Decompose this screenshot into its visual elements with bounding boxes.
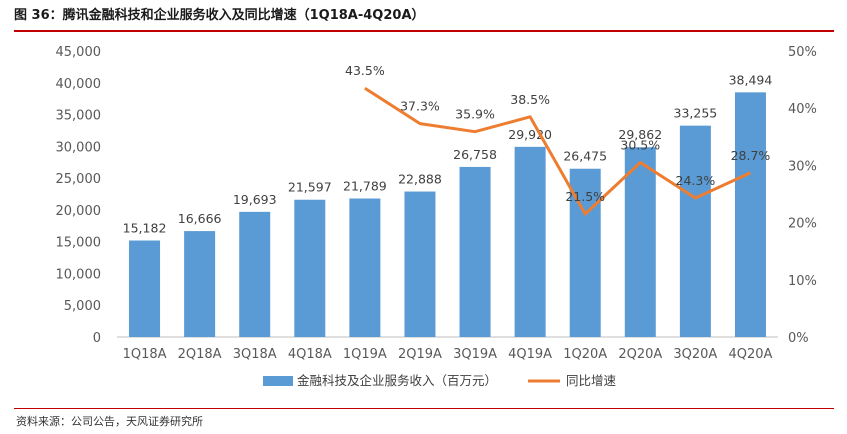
left-tick-label: 15,000	[56, 236, 102, 251]
line-value-label: 24.3%	[676, 173, 716, 188]
x-tick-label: 1Q19A	[343, 347, 387, 362]
x-tick-label: 3Q20A	[673, 347, 717, 362]
x-tick-label: 2Q19A	[398, 347, 442, 362]
x-tick-label: 3Q19A	[453, 347, 497, 362]
legend-bar-label: 金融科技及企业服务收入（百万元）	[297, 373, 497, 388]
right-tick-label: 20%	[788, 217, 817, 232]
line-value-label: 30.5%	[620, 138, 660, 153]
left-tick-label: 0	[93, 331, 101, 346]
legend-line-label: 同比增速	[566, 373, 617, 388]
x-tick-label: 4Q18A	[288, 347, 332, 362]
line-value-label: 28.7%	[731, 148, 771, 163]
bar	[679, 125, 711, 338]
x-tick-label: 4Q20A	[728, 347, 772, 362]
x-tick-labels: 1Q18A 2Q18A 3Q18A 4Q18A 1Q19A 2Q19A 3Q19A 4Q19A…	[123, 347, 773, 362]
bar	[514, 146, 546, 337]
line-value-label: 37.3%	[400, 99, 440, 114]
bar-value-label: 29,862	[618, 127, 662, 142]
bar-value-label: 19,693	[233, 192, 277, 207]
right-tick-label: 50%	[788, 45, 817, 60]
line-value-label: 43.5%	[345, 63, 385, 78]
right-axis: 0% 10% 20% 30% 40% 50%	[788, 45, 817, 346]
bar-value-label: 22,888	[398, 172, 442, 187]
bar	[404, 191, 436, 337]
line-value-label: 38.5%	[510, 92, 550, 107]
left-tick-label: 5,000	[64, 299, 101, 314]
x-tick-label: 1Q18A	[123, 347, 167, 362]
bar	[239, 211, 271, 337]
bar-value-label: 38,494	[729, 72, 773, 87]
bar-value-label: 26,758	[453, 147, 497, 162]
line-value-label: 21.5%	[565, 189, 605, 204]
x-tick-label: 3Q18A	[233, 347, 277, 362]
bar-value-label: 33,255	[674, 106, 718, 121]
left-tick-label: 35,000	[56, 109, 102, 124]
left-tick-label: 45,000	[56, 45, 102, 60]
x-tick-label: 1Q20A	[563, 347, 607, 362]
bar-value-labels: 15,182 16,666 19,693 21,597 21,789 22,888 26,7…	[123, 72, 773, 235]
bar	[349, 198, 381, 337]
left-axis: 0 5,000 10,000 15,000 20,000 25,000 30,000 35,0…	[56, 45, 102, 346]
bar	[294, 199, 326, 337]
bar	[624, 147, 656, 337]
legend-bar-swatch	[263, 376, 293, 386]
left-tick-label: 30,000	[56, 140, 102, 155]
line-value-label: 35.9%	[455, 107, 495, 122]
left-tick-label: 40,000	[56, 77, 102, 92]
bar-value-label: 26,475	[563, 149, 607, 164]
source-note: 资料来源：公司公告，天风证券研究所	[16, 415, 203, 428]
right-tick-label: 10%	[788, 274, 817, 289]
left-tick-label: 25,000	[56, 172, 102, 187]
bar-value-label: 29,920	[508, 127, 552, 142]
left-tick-label: 20,000	[56, 204, 102, 219]
x-tick-label: 2Q18A	[178, 347, 222, 362]
bar	[184, 231, 216, 337]
line-series	[364, 86, 752, 216]
left-tick-label: 10,000	[56, 267, 102, 282]
bar-value-label: 21,789	[343, 179, 387, 194]
bar-value-label: 21,597	[288, 180, 332, 195]
chart-title: 图 36：腾讯金融科技和企业服务收入及同比增速（1Q18A-4Q20A）	[14, 8, 425, 23]
bar	[459, 166, 491, 337]
line-value-labels: 43.5% 37.3% 35.9% 38.5% 21.5% 30.5% 24.3% 28.7%	[345, 63, 770, 204]
right-tick-label: 40%	[788, 102, 817, 117]
right-tick-label: 0%	[788, 331, 809, 346]
footer-rule	[14, 408, 834, 409]
bar-value-label: 15,182	[123, 221, 167, 236]
legend: 金融科技及企业服务收入（百万元） 同比增速	[263, 373, 617, 388]
x-tick-label: 2Q20A	[618, 347, 662, 362]
x-tick-label: 4Q19A	[508, 347, 552, 362]
growth-line	[364, 86, 752, 216]
right-tick-label: 30%	[788, 159, 817, 174]
bar	[129, 240, 161, 337]
bar-value-label: 16,666	[178, 211, 222, 226]
bar-series	[129, 92, 766, 338]
title-rule	[14, 30, 834, 32]
bar	[734, 92, 766, 337]
